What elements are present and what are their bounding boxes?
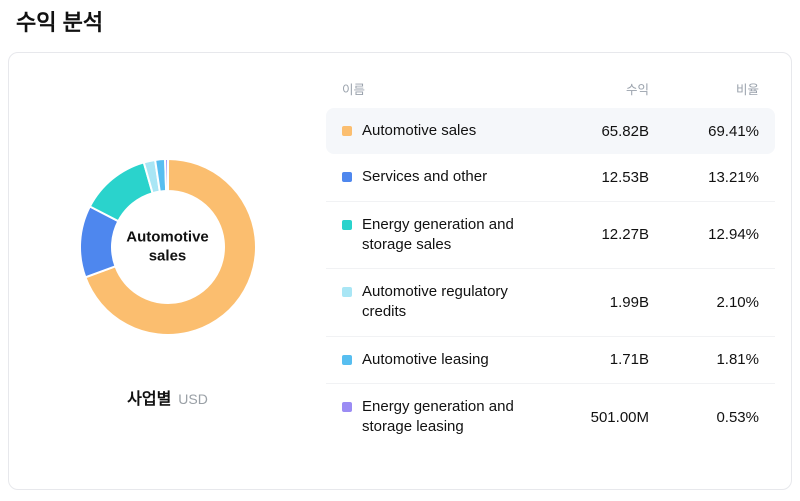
table-row[interactable]: Automotive regulatory credits 1.99B 2.10… — [326, 269, 775, 337]
column-header-name: 이름 — [342, 83, 366, 97]
series-color-swatch — [342, 126, 352, 136]
table-header-row: 이름 수익 비율 — [326, 79, 775, 98]
series-revenue: 1.71B — [609, 351, 649, 369]
legend-table: 이름 수익 비율 Automotive sales 65.82B 69.41% … — [326, 53, 775, 489]
series-ratio: 12.94% — [708, 226, 759, 244]
series-name-cell: Energy generation and storage sales — [342, 215, 549, 256]
column-header-ratio: 비율 — [735, 83, 759, 97]
table-row[interactable]: Energy generation and storage leasing 50… — [326, 384, 775, 451]
series-name-cell: Automotive sales — [342, 121, 549, 141]
series-color-swatch — [342, 219, 352, 230]
series-name: Energy generation and storage leasing — [362, 397, 514, 435]
series-ratio: 0.53% — [716, 408, 759, 426]
chart-column: Automotive sales 사업별 USD — [9, 53, 326, 489]
series-name: Automotive regulatory credits — [362, 283, 508, 321]
series-name: Automotive leasing — [362, 350, 489, 368]
table-row[interactable]: Automotive sales 65.82B 69.41% — [326, 108, 775, 155]
series-color-swatch — [342, 354, 352, 365]
page-title: 수익 분석 — [16, 10, 104, 35]
chart-caption-unit: USD — [178, 391, 208, 407]
donut-chart: Automotive sales — [76, 155, 260, 339]
series-color-swatch — [342, 287, 352, 297]
series-name: Services and other — [362, 168, 488, 186]
series-name: Energy generation and storage sales — [362, 215, 514, 253]
series-revenue: 1.99B — [609, 293, 649, 311]
series-name-cell: Automotive leasing — [342, 350, 549, 370]
series-revenue: 501.00M — [590, 408, 649, 426]
series-color-swatch — [342, 401, 352, 412]
series-name-cell: Automotive regulatory credits — [342, 282, 549, 323]
column-header-revenue: 수익 — [625, 83, 649, 97]
donut-segment[interactable] — [83, 157, 257, 336]
donut-chart-svg — [78, 157, 257, 336]
donut-center-label: Automotive sales — [126, 228, 209, 264]
series-ratio: 1.81% — [716, 351, 759, 369]
series-ratio: 13.21% — [708, 168, 759, 186]
series-name-cell: Services and other — [342, 167, 549, 187]
chart-caption: 사업별 USD — [127, 385, 208, 409]
series-revenue: 12.53B — [601, 168, 649, 186]
donut-segment[interactable] — [163, 157, 169, 193]
series-ratio: 69.41% — [708, 122, 759, 140]
table-row[interactable]: Automotive leasing 1.71B 1.81% — [326, 337, 775, 384]
chart-caption-label: 사업별 — [127, 391, 172, 408]
table-row[interactable]: Services and other 12.53B 13.21% — [326, 154, 775, 202]
series-color-swatch — [342, 172, 352, 183]
series-revenue: 12.27B — [601, 226, 649, 244]
series-name: Automotive sales — [362, 122, 477, 139]
series-name-cell: Energy generation and storage leasing — [342, 397, 549, 438]
series-revenue: 65.82B — [601, 122, 649, 140]
table-row[interactable]: Energy generation and storage sales 12.2… — [326, 202, 775, 269]
revenue-breakdown-card: Automotive sales 사업별 USD 이름 수익 비율 Automo… — [8, 52, 792, 490]
table-body: Automotive sales 65.82B 69.41% Services … — [326, 108, 775, 450]
donut-segment[interactable] — [88, 161, 154, 223]
series-ratio: 2.10% — [716, 293, 759, 311]
